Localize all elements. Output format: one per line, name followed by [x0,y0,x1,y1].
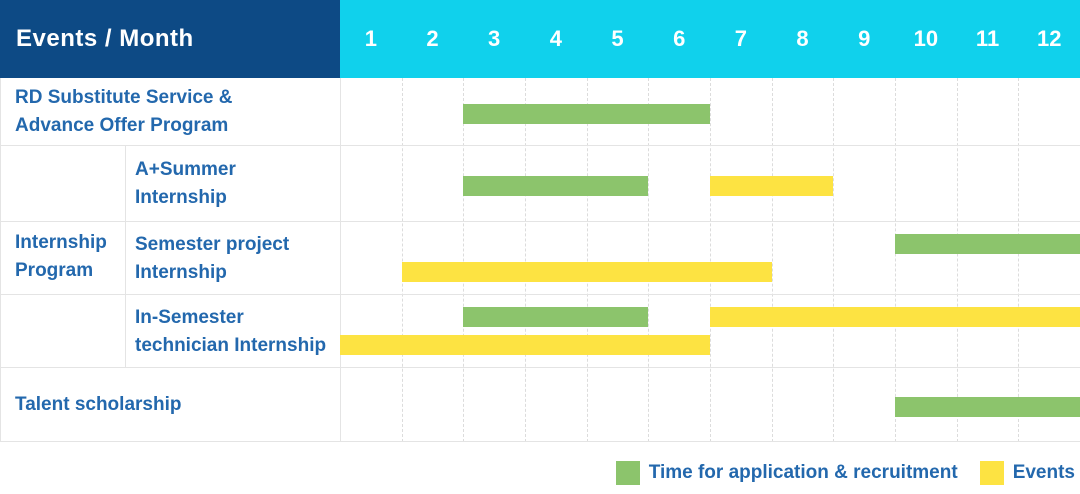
group-sublabel-divider [125,146,126,368]
legend: Time for application & recruitment Events [615,461,1075,485]
row-label-a-summer-internship: A+Summer Internship [125,146,340,222]
label-line: RD Substitute Service & [15,87,233,108]
bar-application-months-3-6 [463,104,710,124]
row-border [0,441,1080,442]
row-label-rd-substitute-service: RD Substitute Service & Advance Offer Pro… [0,78,340,146]
bar-application-months-10-12 [895,397,1080,417]
month-gridline [710,78,711,442]
month-label-4: 4 [549,26,562,51]
month-gridline [525,78,526,442]
row-border [0,367,1080,368]
bar-event-months-7-12 [710,307,1080,327]
month-label-11: 11 [975,26,1000,51]
month-gridline [401,78,403,442]
month-label-1: 1 [364,26,377,51]
row-label-semester-project-internship: Semester project Internship [125,222,340,295]
month-gridline [895,78,896,442]
legend-item-event: Events [979,461,1075,485]
row-border [0,145,1080,146]
table-left-border [0,78,1,442]
month-gridline [956,78,958,442]
month-label-5: 5 [611,26,624,51]
row-label-talent-scholarship: Talent scholarship [0,368,340,442]
month-gridline [463,78,465,442]
month-label-3: 3 [488,26,501,51]
label-line: In-Semester [135,306,244,328]
month-gridline [586,78,588,442]
bar-application-months-3-5 [463,307,649,327]
bar-event-months-2-7 [401,262,772,282]
bar-event-months-1-6 [340,335,710,355]
label-line: Internship [15,232,107,253]
label-line: Advance Offer Program [15,115,229,136]
month-label-10: 10 [913,26,939,51]
month-gridline [771,78,773,442]
row-border [0,294,1080,295]
label-line: Semester project [135,233,290,255]
month-label-12: 12 [1036,26,1062,51]
label-line: Internship [135,261,227,283]
month-axis-header: 1 2 3 4 5 6 7 8 9 10 11 12 [340,0,1080,78]
label-line: Internship [135,187,227,208]
legend-label-event: Events [1012,462,1075,483]
label-line: Talent scholarship [15,394,182,415]
bar-application-months-10-12 [895,234,1080,254]
header-events-month-cell: Events / Month [0,0,340,78]
legend-swatch-application [615,461,640,485]
legend-label-application: Time for application & recruitment [648,462,958,483]
month-label-2: 2 [426,26,439,51]
group-label-internship-program: Internship Program [0,146,125,368]
month-label-8: 8 [796,26,809,51]
label-chart-divider [340,78,341,442]
label-line: A+Summer [135,159,236,180]
month-gridline [833,78,835,442]
bar-event-months-7-8 [710,176,834,196]
month-label-7: 7 [734,26,747,51]
legend-swatch-event [979,461,1004,485]
row-border [0,221,1080,222]
month-gridline [648,78,650,442]
legend-item-application: Time for application & recruitment [615,461,958,485]
row-label-in-semester-technician-internship: In-Semester technician Internship [125,295,340,368]
label-line: technician Internship [135,334,327,356]
month-gridline [1018,78,1020,442]
header-title: Events / Month [16,25,194,52]
label-line: Program [15,260,94,281]
month-label-6: 6 [673,26,686,51]
month-label-9: 9 [858,26,871,51]
bar-application-months-3-5 [463,176,649,196]
